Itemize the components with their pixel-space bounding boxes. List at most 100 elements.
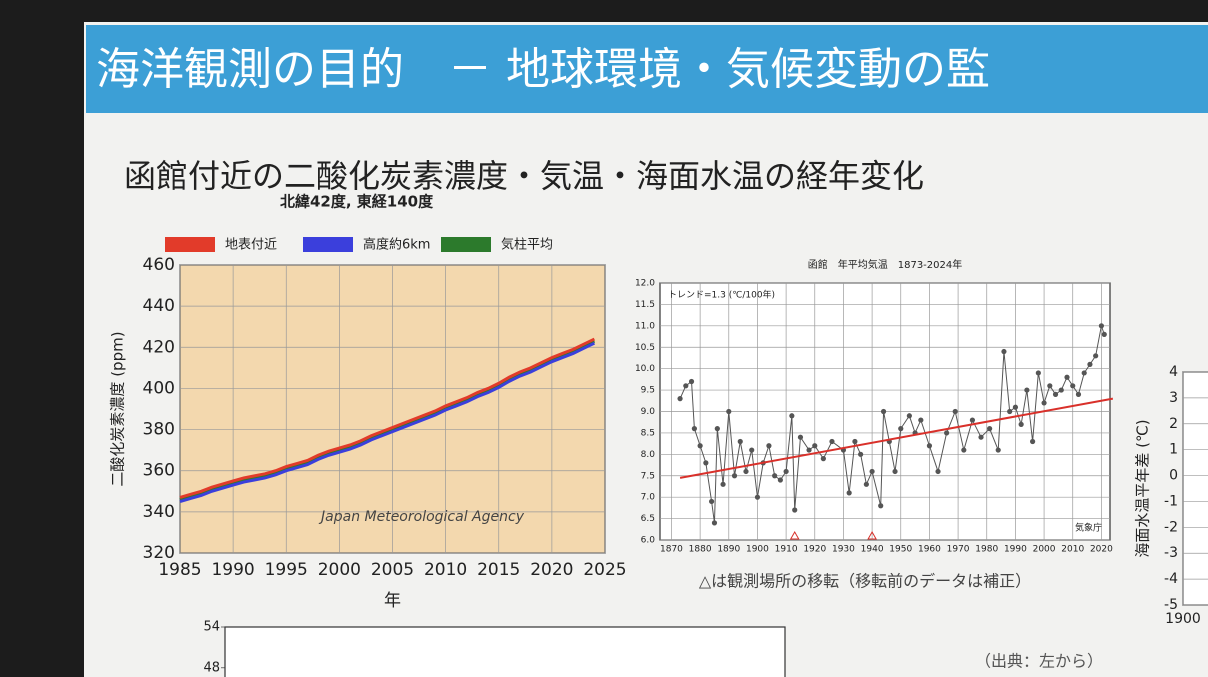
data-point	[1098, 323, 1105, 329]
data-point	[1058, 387, 1064, 393]
y-tick-label: -3	[1164, 545, 1178, 561]
y-tick-label: 6.5	[641, 514, 655, 524]
data-point	[1024, 387, 1030, 393]
y-tick-label: 3	[1169, 390, 1178, 406]
plot-area	[224, 626, 786, 677]
data-point	[1007, 408, 1013, 415]
x-tick-label: 1880	[689, 545, 712, 555]
y-tick-label: 48	[203, 660, 220, 675]
y-tick-label: 400	[143, 378, 175, 398]
y-tick-label: -5	[1164, 597, 1178, 613]
data-point	[708, 498, 715, 505]
data-point	[792, 507, 798, 513]
data-point	[797, 434, 804, 440]
y-tick-label: 54	[203, 620, 220, 635]
x-tick-label: 2005	[371, 560, 414, 580]
data-point	[1093, 353, 1099, 359]
data-point	[1041, 400, 1047, 406]
chart-title: 函館 年平均気温 1873-2024年	[808, 258, 963, 271]
data-point	[1030, 438, 1036, 445]
x-tick-label: 1900	[1165, 611, 1201, 627]
x-tick-label: 2015	[477, 560, 520, 580]
data-point	[863, 481, 869, 487]
y-tick-label: 9.0	[641, 407, 656, 417]
y-tick-label: 7.5	[641, 471, 655, 481]
data-point	[677, 396, 683, 402]
data-point	[952, 408, 958, 415]
legend-swatch	[303, 237, 353, 252]
y-tick-label: 2	[1169, 416, 1178, 432]
y-tick-label: 320	[143, 543, 175, 563]
data-point	[772, 473, 778, 479]
legend-label: 気柱平均	[501, 237, 553, 253]
data-point	[829, 438, 835, 445]
caption: △は観測場所の移転（移転前のデータは補正）	[699, 572, 1031, 591]
data-point	[898, 426, 904, 432]
x-tick-label: 1960	[918, 545, 941, 555]
y-axis-label: 海面水温平年差 (℃)	[1134, 419, 1152, 557]
data-line	[679, 323, 1105, 523]
x-tick-label: 1970	[947, 545, 970, 555]
data-point	[1001, 348, 1007, 355]
y-tick-label: 11.0	[635, 321, 655, 331]
data-point	[892, 468, 898, 475]
data-point	[1012, 404, 1019, 410]
data-point	[1070, 383, 1076, 389]
y-tick-label: 8.5	[641, 428, 655, 438]
legend-label: 高度約6km	[363, 237, 430, 253]
data-point	[711, 520, 718, 526]
y-tick-label: 440	[143, 296, 175, 316]
x-tick-label: 1910	[775, 545, 798, 555]
data-point	[1018, 421, 1024, 427]
y-tick-label: 1	[1169, 442, 1178, 458]
source: （出典：左から）	[975, 652, 1103, 671]
data-point	[743, 468, 749, 475]
data-point	[714, 426, 720, 432]
data-point	[878, 503, 884, 509]
data-point	[1081, 370, 1087, 376]
y-tick-label: -4	[1164, 571, 1178, 587]
data-point	[880, 408, 887, 415]
data-line	[679, 397, 1114, 479]
y-tick-label: -2	[1164, 519, 1178, 535]
data-point	[926, 443, 933, 449]
location: 北緯42度, 東経140度	[280, 193, 434, 211]
legend-swatch	[441, 237, 491, 252]
data-point	[918, 417, 924, 423]
x-tick-label: 1990	[211, 560, 254, 580]
data-point	[935, 468, 941, 475]
data-point	[961, 447, 967, 453]
y-tick-label: 340	[143, 502, 175, 522]
y-tick-label: 10.0	[635, 364, 655, 374]
annotation: Japan Meteorological Agency	[318, 509, 525, 525]
y-tick-label: 380	[143, 420, 175, 440]
data-point	[749, 447, 755, 453]
data-point	[1075, 391, 1082, 397]
data-line	[179, 339, 596, 501]
relocation-marker	[789, 530, 800, 540]
annotation: 気象庁	[1075, 522, 1102, 534]
data-point	[944, 430, 950, 436]
x-tick-label: 1890	[717, 545, 740, 555]
data-point	[978, 434, 984, 440]
y-tick-label: 11.5	[635, 300, 655, 310]
data-point	[852, 438, 858, 445]
y-tick-label: 420	[143, 337, 175, 357]
data-line	[179, 341, 596, 504]
data-point	[720, 481, 726, 487]
x-tick-label: 2025	[583, 560, 626, 580]
data-point	[987, 426, 993, 432]
data-point	[858, 451, 864, 457]
x-tick-label: 1920	[803, 545, 826, 555]
y-tick-label: 0	[1169, 468, 1178, 484]
data-point	[777, 477, 783, 483]
data-point	[703, 460, 709, 466]
annotation: トレンド=1.3 (℃/100年)	[668, 289, 775, 301]
x-tick-label: 1950	[889, 545, 912, 555]
data-point	[731, 473, 738, 479]
y-tick-label: 460	[143, 255, 175, 275]
data-point	[737, 438, 743, 445]
x-tick-label: 2010	[1061, 545, 1084, 555]
